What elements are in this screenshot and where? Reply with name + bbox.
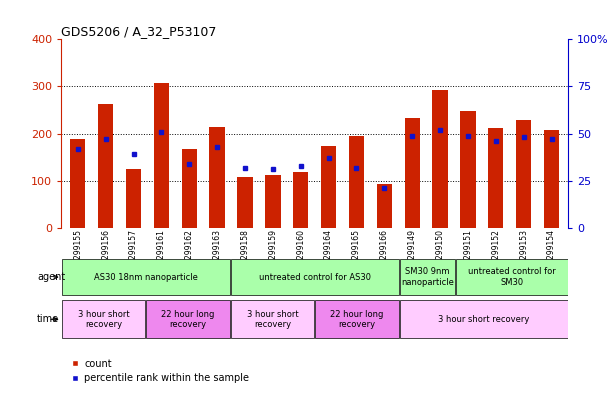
Bar: [516, 120, 532, 228]
Bar: [210, 127, 225, 228]
Bar: [460, 112, 475, 228]
Bar: [62, 259, 230, 295]
Text: AS30 18nm nanoparticle: AS30 18nm nanoparticle: [93, 273, 197, 281]
Bar: [349, 136, 364, 228]
Text: 3 hour short
recovery: 3 hour short recovery: [247, 310, 298, 329]
Text: 22 hour long
recovery: 22 hour long recovery: [161, 310, 214, 329]
Text: time: time: [37, 314, 59, 324]
Text: untreated control for
SM30: untreated control for SM30: [468, 267, 556, 287]
Bar: [62, 300, 145, 338]
Bar: [376, 184, 392, 228]
Bar: [154, 83, 169, 228]
Text: agent: agent: [37, 272, 65, 282]
Bar: [231, 259, 398, 295]
Bar: [321, 146, 336, 228]
Legend: count, percentile rank within the sample: count, percentile rank within the sample: [66, 354, 254, 387]
Text: untreated control for AS30: untreated control for AS30: [258, 273, 371, 281]
Bar: [488, 128, 503, 228]
Bar: [146, 300, 230, 338]
Bar: [315, 300, 398, 338]
Bar: [400, 259, 455, 295]
Bar: [293, 172, 309, 228]
Text: SM30 9nm
nanoparticle: SM30 9nm nanoparticle: [401, 267, 454, 287]
Bar: [404, 118, 420, 228]
Text: GDS5206 / A_32_P53107: GDS5206 / A_32_P53107: [61, 25, 216, 38]
Bar: [433, 90, 448, 228]
Bar: [70, 139, 86, 228]
Bar: [181, 149, 197, 228]
Bar: [265, 175, 280, 228]
Text: 3 hour short
recovery: 3 hour short recovery: [78, 310, 129, 329]
Bar: [400, 300, 568, 338]
Bar: [98, 105, 114, 228]
Bar: [237, 178, 253, 228]
Bar: [544, 130, 559, 228]
Bar: [456, 259, 568, 295]
Bar: [231, 300, 314, 338]
Text: 3 hour short recovery: 3 hour short recovery: [438, 315, 529, 324]
Text: 22 hour long
recovery: 22 hour long recovery: [330, 310, 384, 329]
Bar: [126, 169, 141, 228]
